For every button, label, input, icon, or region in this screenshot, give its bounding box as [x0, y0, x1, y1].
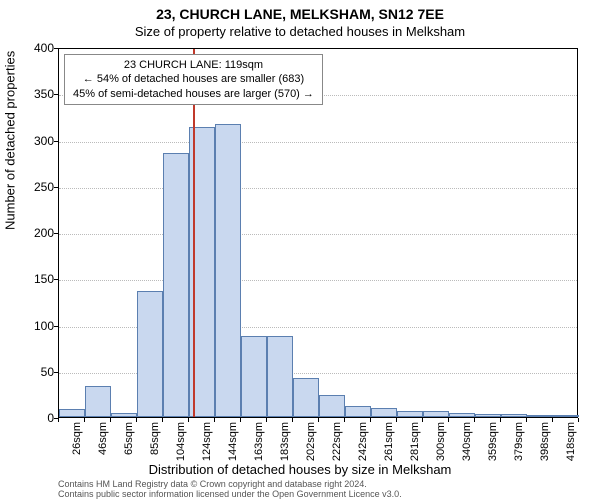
y-tick-label: 150: [14, 272, 54, 286]
y-tick-label: 0: [14, 411, 54, 425]
footer-line2: Contains public sector information licen…: [58, 490, 402, 500]
x-tick-mark: [552, 418, 553, 422]
x-tick-mark: [214, 418, 215, 422]
annotation-box: 23 CHURCH LANE: 119sqm← 54% of detached …: [64, 54, 323, 105]
title-address: 23, CHURCH LANE, MELKSHAM, SN12 7EE: [0, 0, 600, 22]
x-tick-mark: [396, 418, 397, 422]
histogram-bar: [371, 408, 397, 417]
x-axis-label: Distribution of detached houses by size …: [0, 462, 600, 477]
y-tick-mark: [54, 372, 58, 373]
x-tick-label: 104sqm: [175, 422, 187, 472]
x-tick-label: 359sqm: [487, 422, 499, 472]
gridline: [59, 142, 577, 143]
histogram-bar: [137, 291, 163, 417]
x-tick-mark: [422, 418, 423, 422]
histogram-bar: [293, 378, 319, 417]
x-tick-mark: [578, 418, 579, 422]
histogram-bar: [85, 386, 111, 417]
x-tick-label: 202sqm: [305, 422, 317, 472]
x-tick-mark: [110, 418, 111, 422]
x-tick-label: 379sqm: [513, 422, 525, 472]
y-tick-mark: [54, 279, 58, 280]
histogram-bar: [111, 413, 137, 417]
x-tick-mark: [58, 418, 59, 422]
footer-attribution: Contains HM Land Registry data © Crown c…: [58, 480, 402, 500]
x-tick-mark: [162, 418, 163, 422]
y-tick-mark: [54, 233, 58, 234]
y-tick-mark: [54, 187, 58, 188]
x-tick-label: 124sqm: [201, 422, 213, 472]
y-tick-label: 50: [14, 365, 54, 379]
histogram-bar: [475, 414, 501, 417]
x-tick-mark: [474, 418, 475, 422]
x-tick-label: 300sqm: [435, 422, 447, 472]
x-tick-mark: [240, 418, 241, 422]
x-tick-mark: [188, 418, 189, 422]
histogram-bar: [345, 406, 371, 417]
y-tick-label: 200: [14, 226, 54, 240]
x-tick-label: 46sqm: [97, 422, 109, 472]
histogram-bar: [319, 395, 345, 417]
x-tick-label: 163sqm: [253, 422, 265, 472]
x-tick-label: 65sqm: [123, 422, 135, 472]
x-tick-label: 85sqm: [149, 422, 161, 472]
x-tick-label: 398sqm: [539, 422, 551, 472]
y-tick-label: 350: [14, 87, 54, 101]
x-tick-mark: [136, 418, 137, 422]
gridline: [59, 280, 577, 281]
x-tick-label: 242sqm: [357, 422, 369, 472]
x-tick-mark: [448, 418, 449, 422]
gridline: [59, 188, 577, 189]
histogram-bar: [215, 124, 241, 417]
annotation-line: 45% of semi-detached houses are larger (…: [73, 87, 314, 101]
y-tick-label: 100: [14, 319, 54, 333]
y-tick-label: 300: [14, 134, 54, 148]
y-tick-mark: [54, 326, 58, 327]
y-tick-mark: [54, 94, 58, 95]
x-tick-mark: [370, 418, 371, 422]
x-tick-mark: [344, 418, 345, 422]
x-tick-label: 222sqm: [331, 422, 343, 472]
title-subtitle: Size of property relative to detached ho…: [0, 22, 600, 43]
x-tick-label: 340sqm: [461, 422, 473, 472]
x-tick-label: 183sqm: [279, 422, 291, 472]
histogram-bar: [397, 411, 423, 417]
histogram-bar: [59, 409, 85, 417]
x-tick-mark: [318, 418, 319, 422]
x-tick-label: 281sqm: [409, 422, 421, 472]
x-tick-label: 261sqm: [383, 422, 395, 472]
y-tick-mark: [54, 48, 58, 49]
y-tick-label: 250: [14, 180, 54, 194]
histogram-bar: [163, 153, 189, 417]
x-tick-mark: [292, 418, 293, 422]
x-tick-mark: [266, 418, 267, 422]
x-tick-label: 26sqm: [71, 422, 83, 472]
x-tick-mark: [526, 418, 527, 422]
histogram-bar: [423, 411, 449, 417]
x-tick-label: 418sqm: [565, 422, 577, 472]
histogram-bar: [553, 415, 579, 417]
x-tick-mark: [84, 418, 85, 422]
x-tick-label: 144sqm: [227, 422, 239, 472]
y-tick-label: 400: [14, 41, 54, 55]
histogram-bar: [501, 414, 527, 417]
histogram-bar: [267, 336, 293, 417]
x-tick-mark: [500, 418, 501, 422]
annotation-line: 23 CHURCH LANE: 119sqm: [73, 58, 314, 72]
histogram-bar: [241, 336, 267, 417]
annotation-line: ← 54% of detached houses are smaller (68…: [73, 72, 314, 86]
histogram-bar: [449, 413, 475, 417]
gridline: [59, 234, 577, 235]
y-tick-mark: [54, 141, 58, 142]
histogram-bar: [527, 415, 553, 417]
